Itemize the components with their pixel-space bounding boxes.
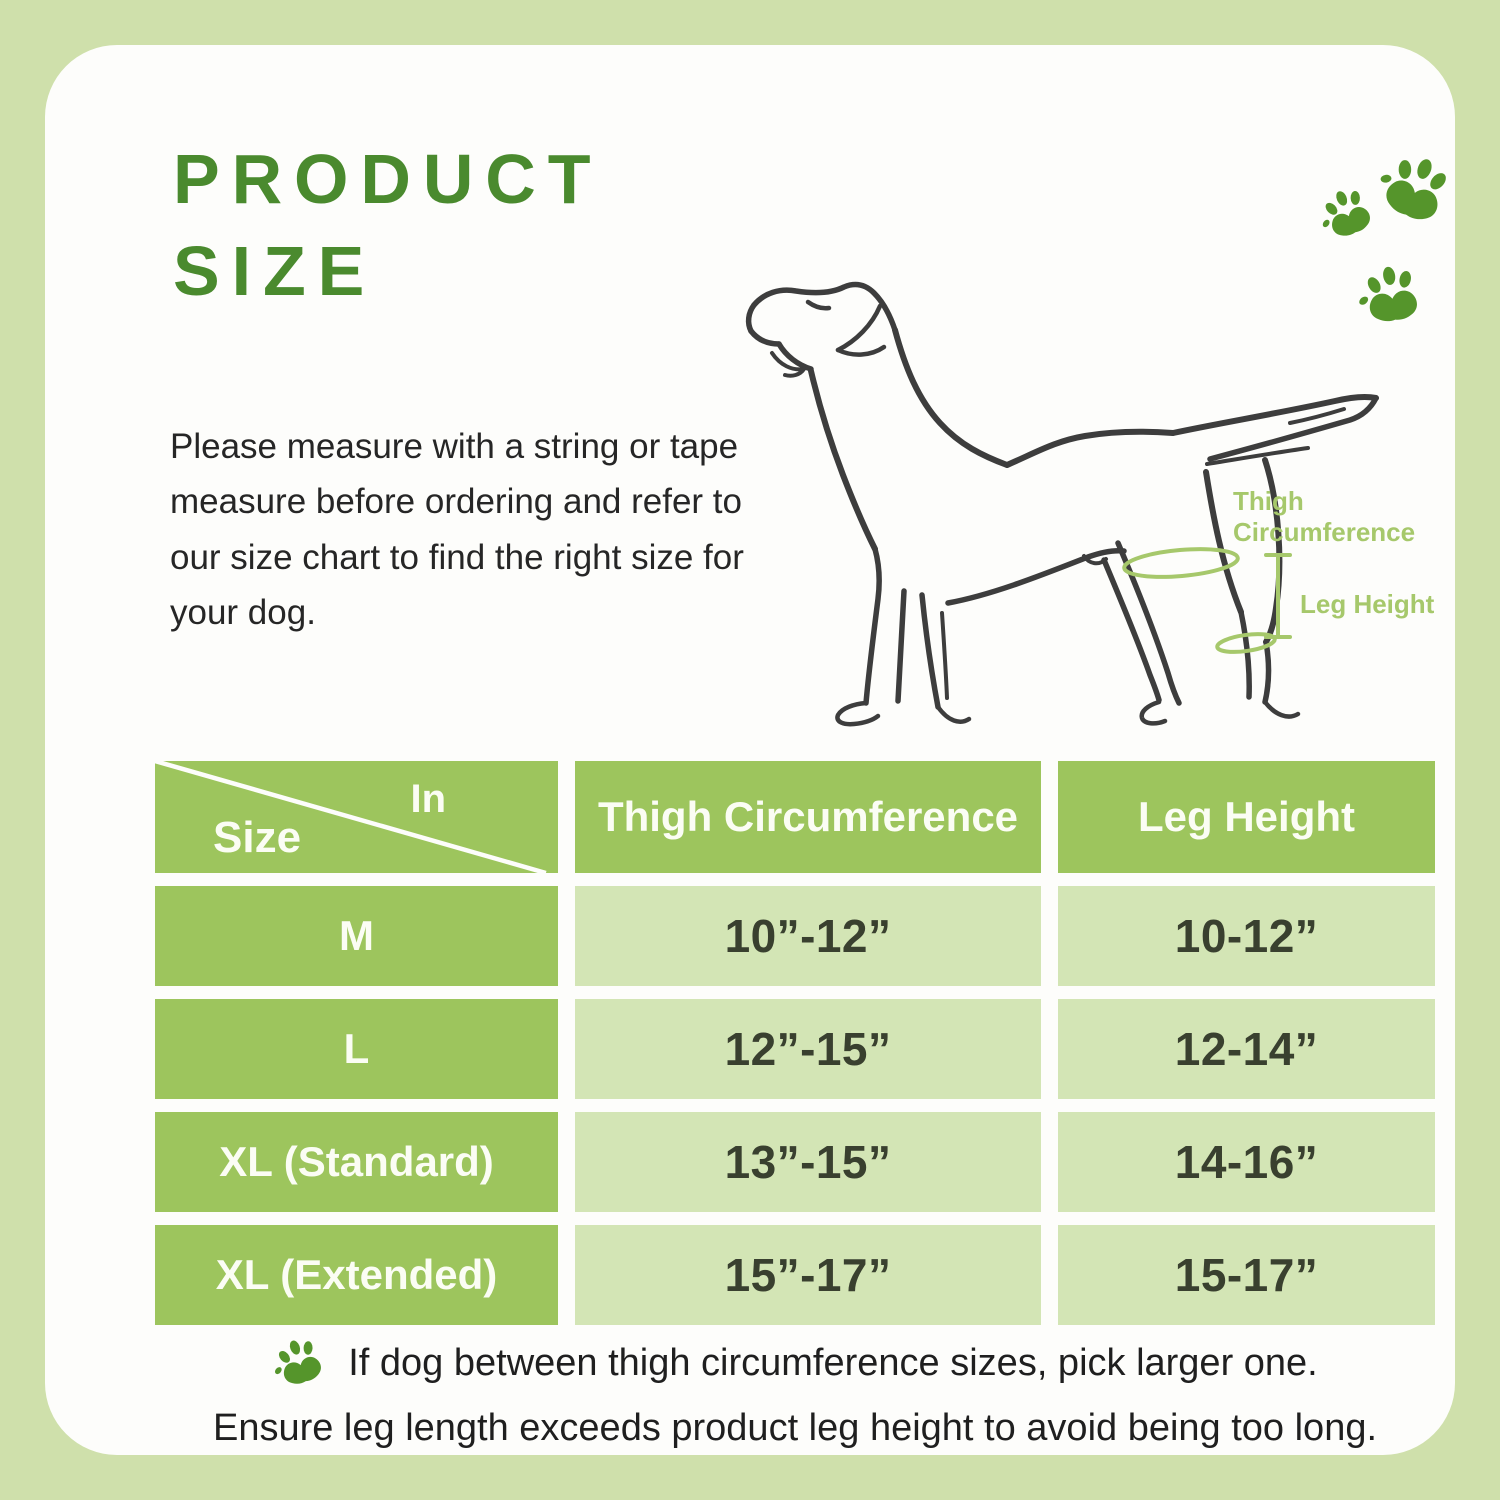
footnote-line1: If dog between thigh circumference sizes… (155, 1335, 1435, 1391)
table-row-size: M (155, 886, 558, 986)
table-cell-leg: 10-12” (1058, 886, 1435, 986)
page-title-line2: SIZE (173, 232, 377, 311)
dog-outline (745, 281, 1379, 727)
table-row-size: L (155, 999, 558, 1099)
table-cell-leg: 15-17” (1058, 1225, 1435, 1325)
paw-icon (1317, 183, 1374, 244)
table-row-size: XL (Standard) (155, 1112, 558, 1212)
dog-sketch: Thigh Circumference Leg Height (745, 281, 1435, 727)
column-header-thigh: Thigh Circumference (575, 761, 1041, 873)
leg-height-label: Leg Height (1300, 589, 1435, 619)
table-cell-thigh: 12”-15” (575, 999, 1041, 1099)
measure-labels: Thigh Circumference Leg Height (1233, 486, 1435, 619)
size-table: In Size Thigh Circumference Leg Height M… (155, 761, 1435, 1325)
product-size-card: PRODUCT SIZE Please measure with a strin… (45, 45, 1455, 1455)
measure-ellipse (1122, 547, 1240, 579)
thigh-circumference-label: Thigh (1233, 486, 1304, 516)
paw-icon (272, 1335, 325, 1391)
intro-text: Please measure with a string or tape mea… (170, 427, 744, 632)
unit-label: In (410, 777, 446, 821)
table-cell-leg: 12-14” (1058, 999, 1435, 1099)
column-header-leg: Leg Height (1058, 761, 1435, 873)
table-cell-thigh: 15”-17” (575, 1225, 1041, 1325)
table-cell-thigh: 13”-15” (575, 1112, 1041, 1212)
page-title: PRODUCT SIZE (173, 133, 602, 318)
footnote-line1-text: If dog between thigh circumference sizes… (348, 1341, 1318, 1384)
dog-illustration: Thigh Circumference Leg Height (690, 273, 1435, 738)
table-row-size: XL (Extended) (155, 1225, 558, 1325)
table-cell-thigh: 10”-12” (575, 886, 1041, 986)
page-title-line1: PRODUCT (173, 140, 603, 218)
paw-icon (1369, 151, 1453, 226)
footnote: If dog between thigh circumference sizes… (155, 1335, 1435, 1450)
measure-marks (1122, 547, 1292, 654)
table-cell-leg: 14-16” (1058, 1112, 1435, 1212)
corner-diagonal (155, 761, 558, 873)
table-corner-cell: In Size (155, 761, 558, 873)
footnote-line2-text: Ensure leg length exceeds product leg he… (212, 1407, 1378, 1449)
size-label: Size (213, 813, 302, 862)
svg-text:Circumference: Circumference (1233, 517, 1415, 547)
